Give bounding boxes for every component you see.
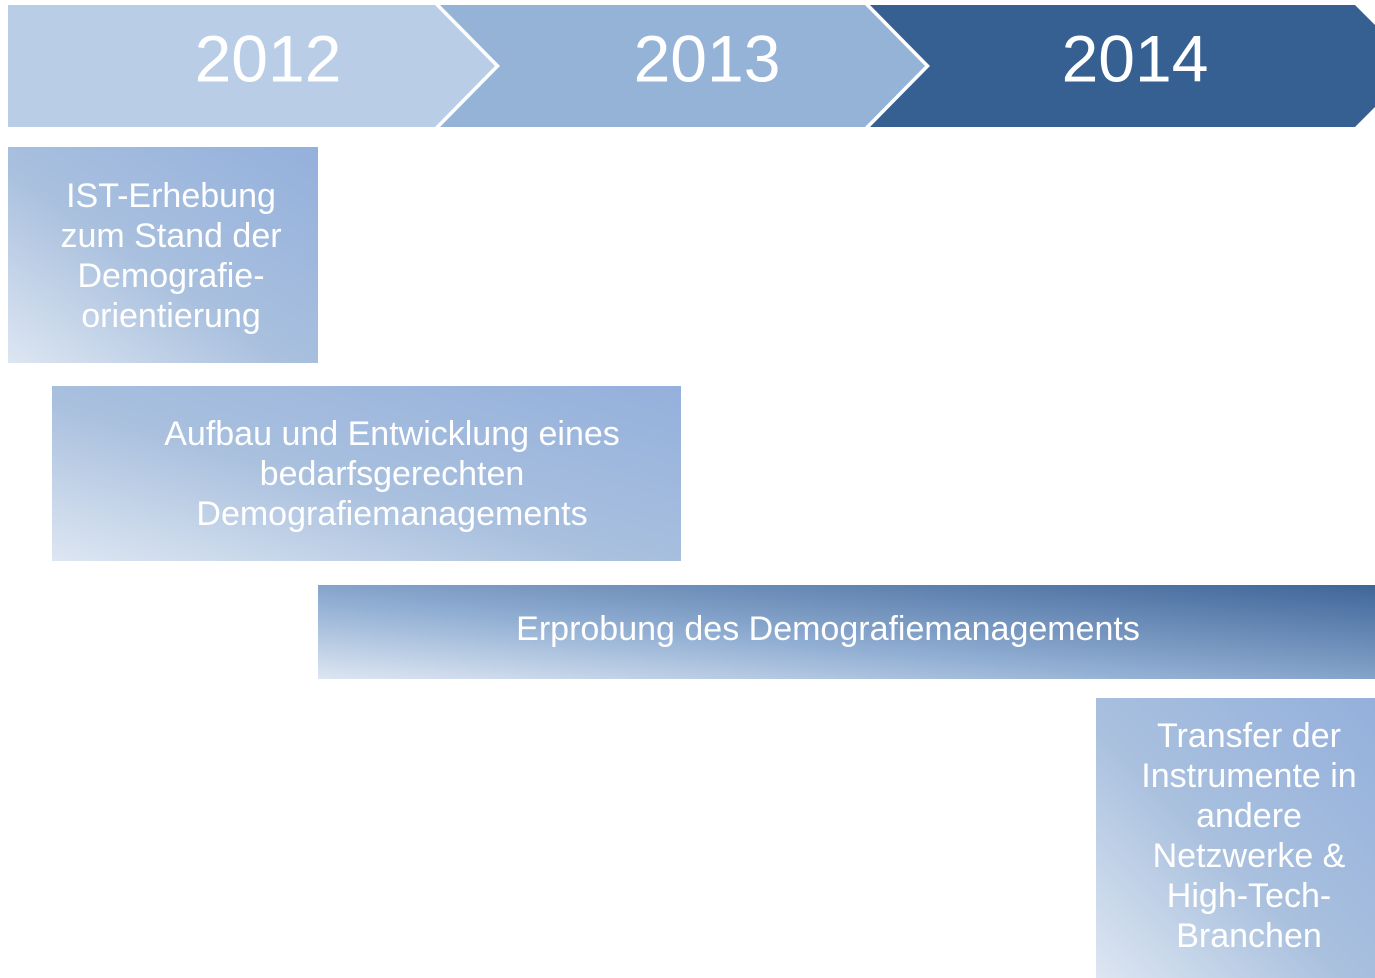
chevron-2014 — [870, 5, 1375, 127]
task-text: zum Stand der — [60, 217, 281, 255]
year-label: 2014 — [1062, 21, 1209, 95]
chevron-2012 — [8, 5, 495, 127]
task-text: orientierung — [81, 297, 261, 335]
task-text: Demografie- — [77, 257, 264, 295]
task-text: Netzwerke & — [1153, 837, 1346, 875]
task-text: Aufbau und Entwicklung eines — [164, 415, 620, 453]
task-text: andere — [1196, 797, 1302, 835]
task-text: Branchen — [1176, 917, 1322, 955]
task-box — [1096, 698, 1375, 978]
year-label: 2012 — [195, 21, 342, 95]
task-box — [318, 585, 1375, 679]
task-text: Transfer der — [1157, 717, 1341, 755]
task-text: Instrumente in — [1141, 757, 1356, 795]
task-text: High-Tech- — [1167, 877, 1331, 915]
chevron-2013 — [440, 5, 925, 127]
task-text: bedarfsgerechten — [260, 455, 525, 493]
task-box — [8, 147, 318, 363]
task-text: Demografiemanagements — [196, 495, 587, 533]
task-box — [52, 386, 681, 561]
task-text: Erprobung des Demografiemanagements — [516, 610, 1140, 648]
task-text: IST-Erhebung — [66, 177, 276, 215]
year-label: 2013 — [634, 21, 781, 95]
